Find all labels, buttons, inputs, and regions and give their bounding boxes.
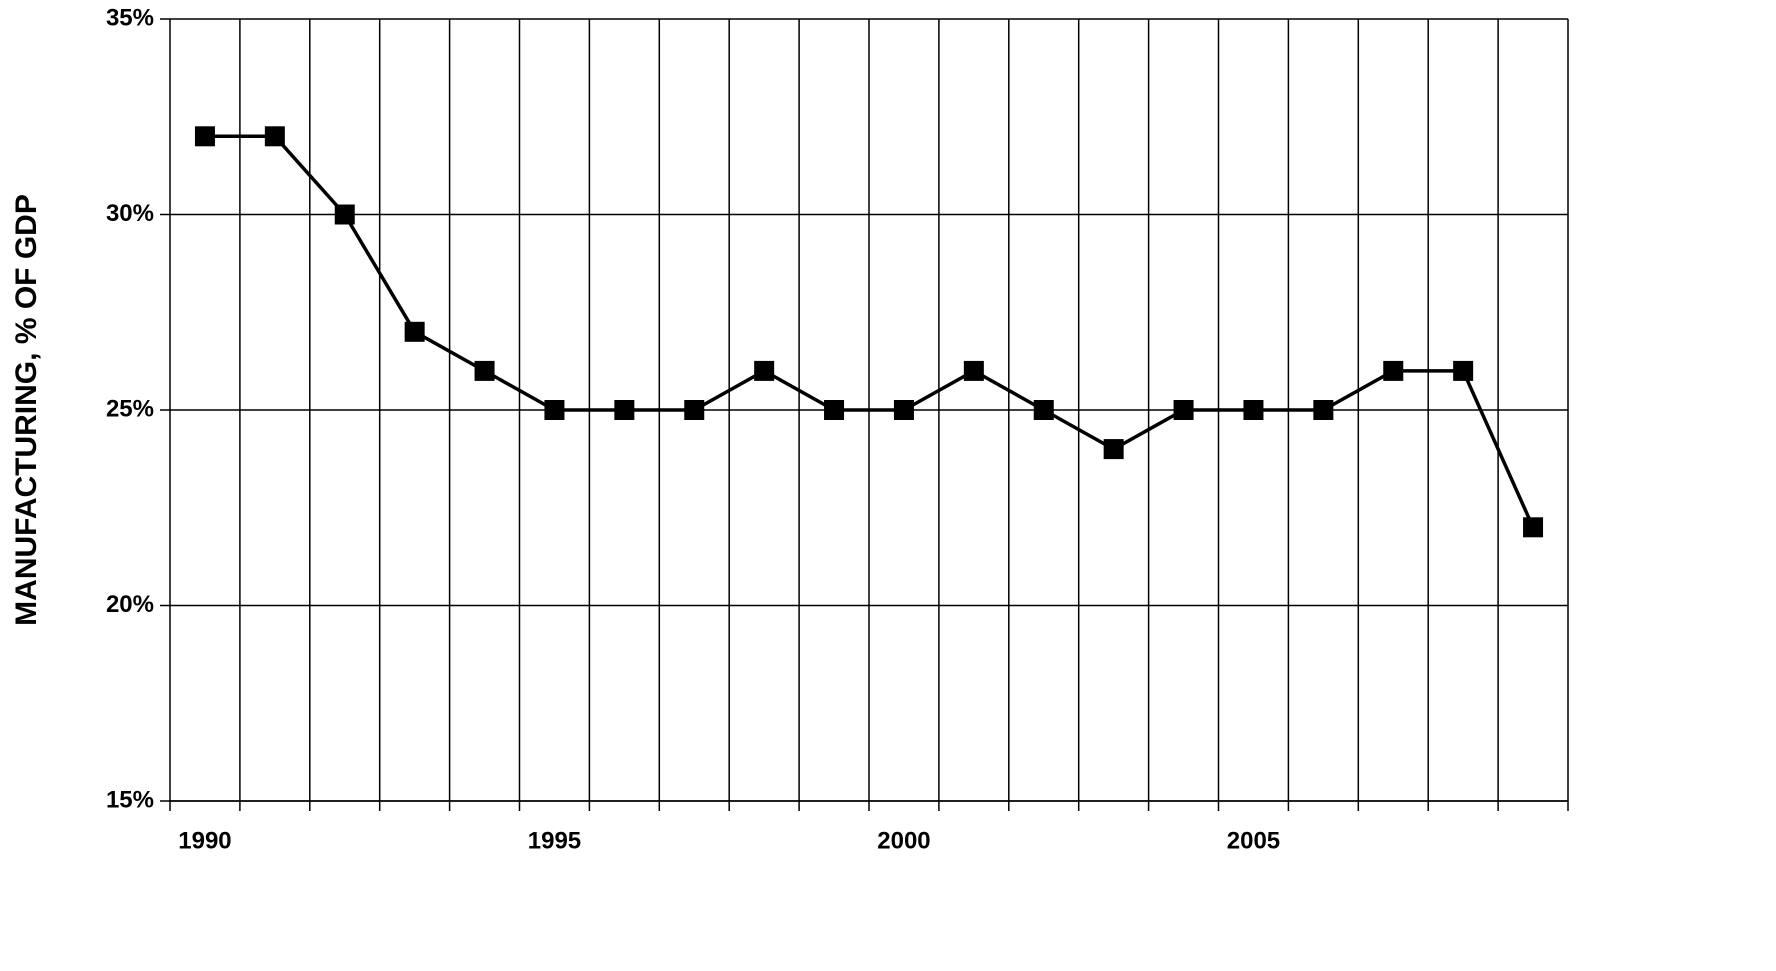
marker [963,360,984,381]
marker [544,400,565,420]
marker [474,360,495,381]
marker [754,360,775,381]
marker [1453,360,1474,381]
x-tick-label: 1990 [178,827,231,854]
marker [1243,400,1264,420]
marker [1523,517,1544,538]
marker [614,400,635,420]
marker [264,126,285,147]
marker [684,400,705,420]
y-tick-label: 20% [106,591,154,618]
marker [1173,400,1194,420]
marker [334,204,355,225]
marker [893,400,914,420]
marker [824,400,845,420]
marker [1033,400,1054,420]
x-tick-label: 2000 [877,827,930,854]
marker [194,126,215,147]
marker [1383,360,1404,381]
y-axis-title: MANUFACTURING, % OF GDP [10,194,43,626]
x-tick-label: 2005 [1227,827,1280,854]
x-tick-label: 1995 [528,827,581,854]
y-tick-label: 15% [106,786,154,813]
marker [404,321,425,342]
y-tick-label: 30% [106,200,154,227]
y-tick-label: 35% [106,4,154,31]
line [204,134,1535,529]
y-tick-label: 25% [106,395,154,422]
marker [1103,439,1124,460]
marker [1313,400,1334,420]
